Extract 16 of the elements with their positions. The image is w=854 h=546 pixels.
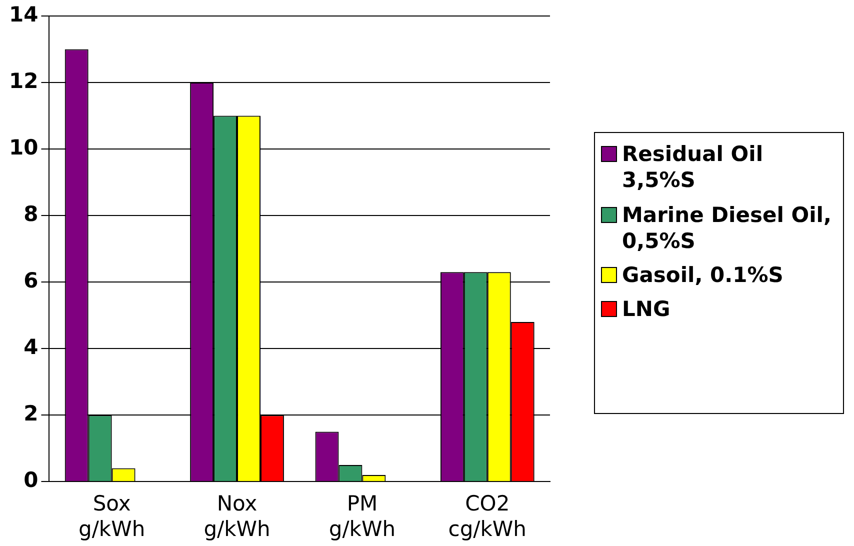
y-tick-label: 8 (24, 202, 38, 226)
x-tick-label: CO2 cg/kWh (448, 492, 526, 541)
legend-label: Gasoil, 0.1%S (622, 262, 784, 288)
x-tick-label: PM g/kWh (328, 492, 396, 541)
legend-label: Residual Oil 3,5%S (622, 141, 764, 194)
x-tick-label: Nox g/kWh (204, 492, 270, 541)
y-tick-label: 6 (24, 268, 38, 293)
y-tick-label: 14 (8, 2, 38, 26)
y-tick-label: 12 (8, 68, 38, 93)
legend-label: LNG (622, 296, 670, 322)
y-tick-label: 2 (24, 402, 38, 426)
y-tick-label: 10 (8, 135, 38, 160)
y-tick-label: 0 (24, 468, 38, 492)
legend-label: Marine Diesel Oil, 0,5%S (622, 202, 832, 254)
y-tick-label: 4 (24, 335, 38, 360)
x-tick-label: Sox g/kWh (78, 492, 146, 541)
